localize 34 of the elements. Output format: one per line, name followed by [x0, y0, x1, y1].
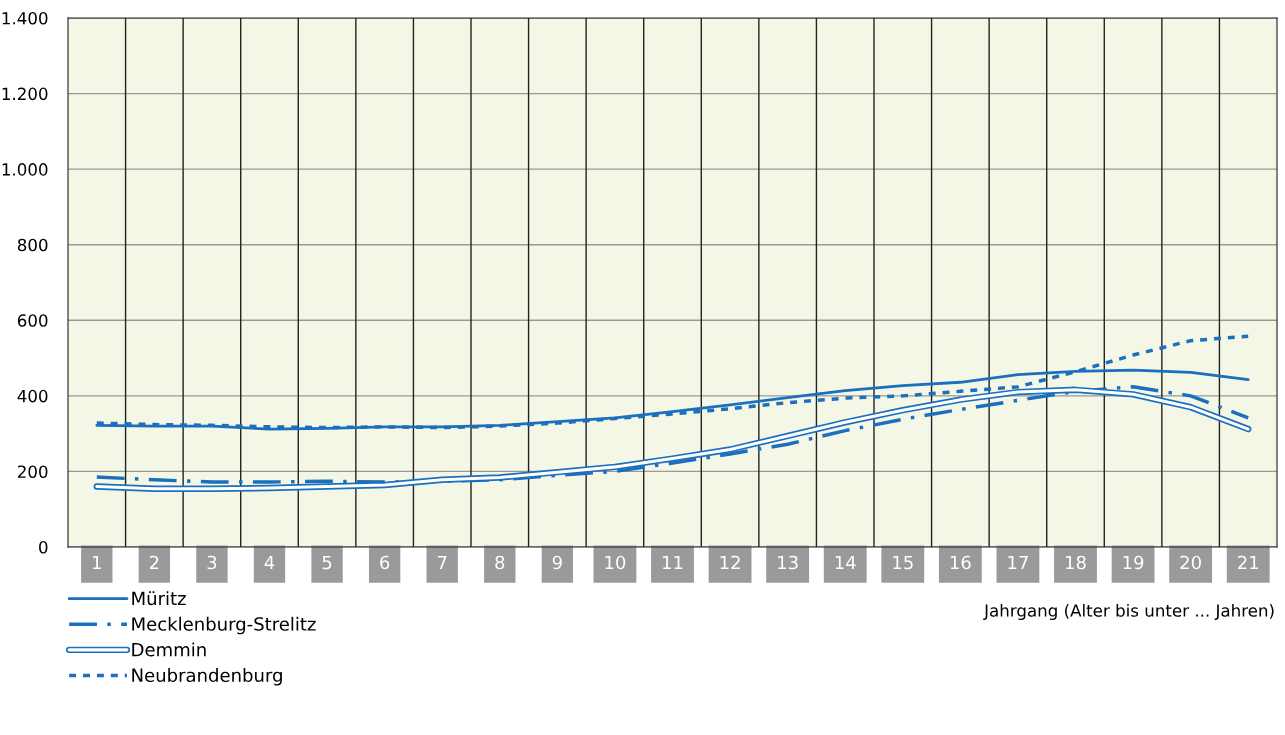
x-tick-label: 9: [552, 555, 562, 570]
x-tick-label: 15: [893, 555, 913, 570]
x-axis-title: Jahrgang (Alter bis unter ... Jahren): [983, 603, 1274, 621]
x-tick-label: 12: [720, 555, 740, 570]
y-tick-label: 1.400: [2, 11, 48, 25]
x-tick-label: 3: [207, 555, 217, 570]
x-tick-label: 1: [93, 555, 101, 570]
x-tick-label: 7: [437, 555, 447, 570]
x-tick-label: 21: [1238, 555, 1259, 570]
y-tick-label: 400: [17, 389, 48, 403]
x-tick-label: 4: [264, 555, 275, 570]
x-tick-label: 2: [149, 555, 159, 570]
legend-label: Neubrandenburg: [132, 668, 282, 686]
legend-label: Mecklenburg-Strelitz: [132, 616, 316, 635]
x-tick-label: 11: [663, 555, 683, 570]
legend-label: Demmin: [132, 642, 206, 657]
x-tick-label: 5: [322, 555, 332, 570]
legend-label: Müritz: [132, 591, 186, 606]
y-tick-label: 600: [17, 314, 48, 327]
x-tick-label: 17: [1008, 555, 1028, 570]
x-tick-label: 8: [495, 555, 505, 570]
y-tick-label: 800: [17, 238, 48, 252]
y-tick-label: 0: [39, 540, 48, 554]
x-tick-label: 18: [1066, 555, 1086, 570]
x-tick-label: 6: [380, 555, 390, 570]
y-tick-label: 1.000: [2, 163, 48, 176]
x-tick-label: 13: [778, 555, 798, 570]
x-tick-label: 16: [950, 555, 971, 570]
x-tick-label: 19: [1123, 555, 1144, 570]
x-tick-label: 10: [605, 555, 626, 570]
x-tick-label: 14: [835, 555, 856, 570]
y-tick-label: 200: [17, 465, 48, 478]
x-tick-label: 20: [1180, 555, 1201, 570]
y-tick-label: 1.200: [2, 87, 48, 101]
